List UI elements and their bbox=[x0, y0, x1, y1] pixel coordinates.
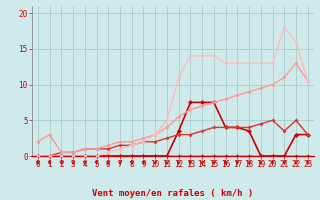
Text: Vent moyen/en rafales ( km/h ): Vent moyen/en rafales ( km/h ) bbox=[92, 189, 253, 198]
